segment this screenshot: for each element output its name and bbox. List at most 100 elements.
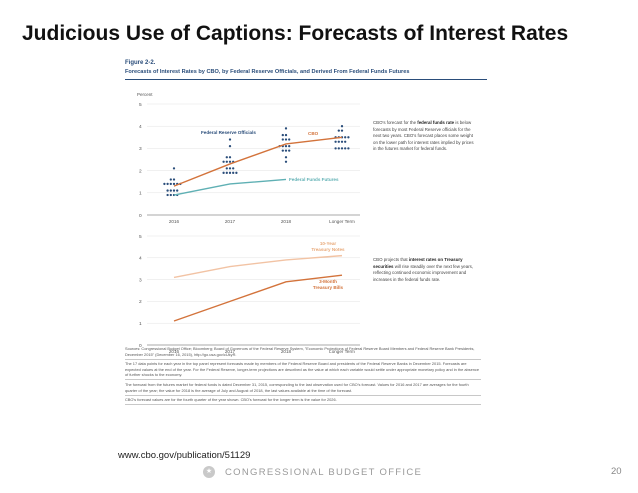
- fed-official-point: [284, 156, 288, 159]
- fed-official-point: [169, 189, 172, 192]
- note-line-futures: The forecast from the futures market for…: [125, 382, 481, 396]
- figure-title: Forecasts of Interest Rates by CBO, by F…: [125, 69, 410, 75]
- note-treasury: CBO projects that interest rates on Trea…: [373, 257, 477, 283]
- note-line-cbo: CBO's forecast values are for the fourth…: [125, 397, 481, 406]
- fed-official-point: [228, 145, 232, 148]
- x-tick-label: 2018: [281, 349, 292, 354]
- fed-official-point: [344, 147, 347, 150]
- y-tick-label: 0: [139, 213, 142, 219]
- page-number: 20: [611, 466, 622, 477]
- x-tick-label: 2017: [225, 219, 236, 224]
- interest-rate-chart: Percent 0 1 2 3 4 5 Federal Reserve Officials CB…: [137, 92, 360, 354]
- note-bottom-bold: interest rates on Treasury securities: [373, 257, 463, 269]
- fed-official-point: [225, 171, 228, 174]
- y-tick-label: 2: [139, 168, 142, 174]
- publication-url[interactable]: www.cbo.gov/publication/51129: [118, 450, 251, 461]
- fed-official-point: [337, 129, 340, 132]
- fed-official-point: [169, 193, 172, 197]
- fed-official-point: [225, 167, 228, 170]
- fed-official-point: [284, 149, 288, 152]
- y-axis-label: Percent: [137, 92, 153, 97]
- x-tick-label: Longer Term: [329, 349, 355, 354]
- cbo-seal-icon: ★: [203, 466, 215, 478]
- fed-official-point: [288, 145, 291, 148]
- legend-cbo: CBO: [308, 131, 319, 136]
- x-tick-label: 2016: [169, 219, 180, 224]
- fed-official-point: [166, 189, 169, 192]
- y-tick-label: 3: [139, 277, 142, 283]
- fed-official-point: [288, 149, 291, 152]
- fed-official-point: [176, 189, 179, 192]
- legend-10-year-notes-line2: Treasury Notes: [311, 247, 345, 252]
- series-line-cbo: [173, 136, 343, 187]
- fed-official-point: [232, 171, 235, 174]
- figure: Figure 2-2. Forecasts of Interest Rates …: [117, 60, 487, 448]
- note-top-bold: federal funds rate: [417, 120, 455, 125]
- y-tick-label: 0: [139, 343, 142, 349]
- y-tick-label: 4: [139, 124, 142, 130]
- fed-official-point: [172, 167, 176, 170]
- fed-official-point: [284, 160, 288, 163]
- fed-official-point: [232, 167, 235, 170]
- fed-official-point: [334, 147, 337, 150]
- series-line-10-year-treasury-notes: [173, 254, 343, 279]
- fed-official-point: [284, 127, 288, 130]
- fed-official-point: [334, 140, 337, 143]
- fed-official-point: [347, 147, 350, 150]
- note-line-points: The 17 data points for each year in the …: [125, 361, 481, 381]
- fed-official-point: [284, 145, 288, 148]
- legend-3-month-bills: 3-Month: [319, 279, 337, 284]
- fed-official-point: [284, 138, 288, 141]
- note-bottom-text-2: will rise steadily over the next few yea…: [373, 263, 474, 282]
- fed-official-point: [169, 182, 172, 186]
- y-tick-label: 5: [139, 234, 142, 240]
- fed-official-point: [172, 182, 176, 186]
- fed-official-point: [284, 133, 288, 137]
- fed-official-point: [344, 136, 347, 139]
- series-line-3-month-treasury-bills: [173, 274, 343, 322]
- x-tick-label: 2016: [169, 349, 180, 354]
- fed-official-point: [281, 149, 284, 152]
- fed-official-point: [228, 138, 232, 141]
- fed-official-point: [225, 156, 228, 159]
- fed-official-point: [340, 140, 344, 143]
- fed-official-point: [337, 147, 340, 150]
- y-tick-label: 3: [139, 146, 142, 152]
- legend-10-year-notes: 10-Year: [320, 241, 337, 246]
- fed-official-point: [340, 129, 344, 132]
- slide-title: Judicious Use of Captions: Forecasts of …: [22, 22, 569, 45]
- fed-official-point: [337, 140, 340, 143]
- legend-3-month-bills-line2: Treasury Bills: [313, 285, 344, 290]
- fed-official-point: [228, 160, 232, 163]
- fed-official-point: [169, 178, 172, 181]
- fed-official-point: [166, 182, 169, 186]
- figure-sources: Sources: Congressional Budget Office; Bl…: [125, 346, 481, 407]
- note-bottom-text-1: CBO projects that: [373, 257, 409, 262]
- fed-official-point: [340, 147, 344, 150]
- fed-official-point: [172, 189, 176, 192]
- figure-label: Figure 2-2.: [125, 60, 156, 66]
- note-top-text-1: CBO's forecast for the: [373, 120, 418, 125]
- fed-official-point: [172, 178, 176, 181]
- y-tick-label: 5: [139, 102, 142, 108]
- fed-official-point: [281, 138, 284, 141]
- footer-organization: CONGRESSIONAL BUDGET OFFICE: [225, 467, 423, 478]
- y-tick-label: 2: [139, 299, 142, 305]
- fed-official-point: [222, 171, 225, 174]
- y-tick-label: 4: [139, 256, 142, 262]
- note-top-text-2: is below forecasts by most Federal Reser…: [373, 120, 474, 152]
- note-federal-funds: CBO's forecast for the federal funds rat…: [373, 120, 477, 153]
- fed-official-point: [340, 125, 344, 128]
- fed-official-point: [235, 171, 238, 174]
- x-tick-label: 2017: [225, 349, 236, 354]
- y-tick-label: 1: [139, 191, 142, 197]
- x-tick-label: 2018: [281, 219, 292, 224]
- fed-official-point: [281, 133, 284, 137]
- fed-official-point: [225, 160, 228, 163]
- legend-fed-funds-futures: Federal Funds Futures: [289, 177, 339, 182]
- x-tick-label: Longer Term: [329, 219, 355, 224]
- fed-official-point: [166, 193, 169, 197]
- fed-official-point: [347, 136, 350, 139]
- series-line-federal-funds-futures: [173, 178, 287, 196]
- fed-official-point: [344, 140, 347, 143]
